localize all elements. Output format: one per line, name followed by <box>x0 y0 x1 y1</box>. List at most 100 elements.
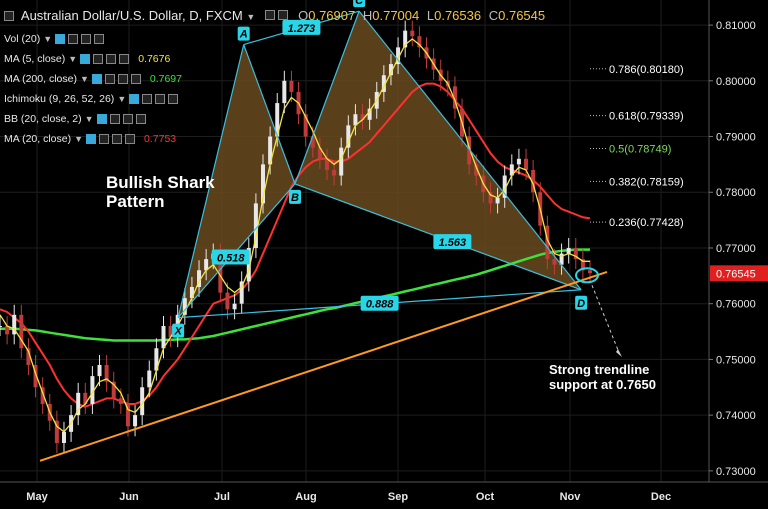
x-tick-label-2: Jul <box>214 491 230 503</box>
indicator-row[interactable]: BB (20, close, 2) ▼ <box>4 113 146 125</box>
candle-body-43 <box>303 114 308 137</box>
candle-body-32 <box>225 292 230 310</box>
y-tick-label-3: 0.78000 <box>716 187 756 199</box>
pattern-line-bc <box>294 10 360 185</box>
candle-body-20 <box>140 387 145 416</box>
candle-body-46 <box>324 158 329 170</box>
ratio-box-0 <box>282 19 321 35</box>
ratio-box-3 <box>360 295 399 311</box>
visibility-icon[interactable] <box>86 134 97 144</box>
visibility-icon[interactable] <box>129 94 140 104</box>
candle-body-57 <box>403 30 408 48</box>
collapse-icon[interactable] <box>4 11 14 21</box>
visibility-icon[interactable] <box>96 114 107 124</box>
candle-body-81 <box>573 247 578 260</box>
indicator-row[interactable]: MA (20, close) ▼ 0.7753 <box>4 133 176 145</box>
candle-body-49 <box>346 125 351 148</box>
chevron-down-icon[interactable]: ▼ <box>74 134 84 144</box>
settings-icon[interactable] <box>142 94 153 104</box>
close-icon[interactable] <box>119 54 130 64</box>
candle-body-55 <box>388 64 393 76</box>
settings-icon[interactable] <box>104 74 115 84</box>
indicator-row[interactable]: Vol (20) ▼ <box>4 33 105 45</box>
candle-body-6 <box>40 387 45 404</box>
candle-body-23 <box>161 325 166 349</box>
close-icon[interactable] <box>135 114 146 124</box>
candle-body-2 <box>12 314 17 335</box>
ma20-layer <box>0 82 591 408</box>
candle-body-28 <box>197 270 202 287</box>
point-box-B <box>289 189 301 204</box>
chevron-down-icon[interactable]: ▼ <box>246 12 256 22</box>
ohlc-values: O0.76907 H0.77004 L0.76536 C0.76545 <box>298 8 546 23</box>
add-icon[interactable] <box>122 114 133 124</box>
trendline-layer <box>39 270 608 462</box>
add-icon[interactable] <box>112 134 123 144</box>
close-icon[interactable] <box>94 34 105 44</box>
add-icon[interactable] <box>117 74 128 84</box>
settings-icon[interactable] <box>264 10 275 20</box>
indicator-label[interactable]: BB (20, close, 2) <box>4 113 82 125</box>
indicator-label[interactable]: MA (200, close) <box>4 73 77 85</box>
candle-body-1 <box>5 325 10 335</box>
candle-body-5 <box>33 364 38 388</box>
settings-icon[interactable] <box>93 54 104 64</box>
x-tick-label-7: Dec <box>651 491 671 503</box>
last-price-label: 0.76545 <box>716 268 756 280</box>
chevron-down-icon[interactable]: ▼ <box>84 114 94 124</box>
chevron-down-icon[interactable]: ▼ <box>43 34 53 44</box>
point-label-C: C <box>355 0 364 7</box>
chevron-down-icon[interactable]: ▼ <box>79 74 89 84</box>
fib-label-3: 0.382(0.78159) <box>609 176 684 188</box>
y-tick-label-6: 0.75000 <box>716 354 756 366</box>
candle-body-8 <box>54 420 59 443</box>
fib-label-4: 0.236(0.77428) <box>609 217 684 229</box>
candle-body-40 <box>282 80 287 104</box>
close-icon[interactable] <box>168 94 179 104</box>
indicator-label[interactable]: Ichimoku (9, 26, 52, 26) <box>4 93 115 105</box>
candle-body-83 <box>588 270 592 274</box>
visibility-icon[interactable] <box>278 10 289 20</box>
symbol-title[interactable]: Australian Dollar/U.S. Dollar, D, FXCM <box>20 8 243 23</box>
point-label-A: A <box>239 29 248 41</box>
pattern-labels: X A B C D 1.273 0.518 1.563 0.888 <box>172 0 622 357</box>
chevron-down-icon[interactable]: ▼ <box>68 54 78 64</box>
settings-icon[interactable] <box>99 134 110 144</box>
y-tick-label-8: 0.73000 <box>716 466 756 478</box>
close-icon[interactable] <box>130 74 141 84</box>
close-icon[interactable] <box>125 134 136 144</box>
add-icon[interactable] <box>81 34 92 44</box>
x-tick-label-1: Jun <box>119 491 139 503</box>
candle-body-69 <box>488 192 493 204</box>
candle-body-14 <box>97 364 102 377</box>
indicator-row[interactable]: MA (5, close) ▼ 0.7676 <box>4 53 170 65</box>
indicator-label[interactable]: Vol (20) <box>4 33 41 45</box>
chevron-down-icon[interactable]: ▼ <box>117 94 127 104</box>
candle-body-35 <box>246 247 251 282</box>
candle-body-16 <box>111 381 116 399</box>
settings-icon[interactable] <box>109 114 120 124</box>
ratio-label-2: 1.563 <box>439 237 467 249</box>
ma200-line <box>0 248 590 342</box>
candle-body-36 <box>253 203 258 248</box>
settings-icon[interactable] <box>68 34 79 44</box>
visibility-icon[interactable] <box>80 54 91 64</box>
pattern-line-ab <box>243 44 296 185</box>
indicator-row[interactable]: MA (200, close) ▼ 0.7697 <box>4 73 182 85</box>
ma5-line <box>0 38 590 433</box>
visibility-icon[interactable] <box>91 74 102 84</box>
indicator-label[interactable]: MA (5, close) <box>4 53 66 65</box>
pattern-fill <box>178 11 582 318</box>
add-icon[interactable] <box>155 94 166 104</box>
x-tick-label-4: Sep <box>388 491 408 503</box>
candle-body-44 <box>310 136 315 148</box>
add-icon[interactable] <box>106 54 117 64</box>
visibility-icon[interactable] <box>55 34 66 44</box>
candle-body-34 <box>239 281 244 304</box>
y-tick-label-1: 0.80000 <box>716 76 756 88</box>
candle-body-78 <box>552 259 557 265</box>
indicator-label[interactable]: MA (20, close) <box>4 133 72 145</box>
candle-body-56 <box>396 47 401 65</box>
indicator-row[interactable]: Ichimoku (9, 26, 52, 26) ▼ <box>4 93 179 105</box>
